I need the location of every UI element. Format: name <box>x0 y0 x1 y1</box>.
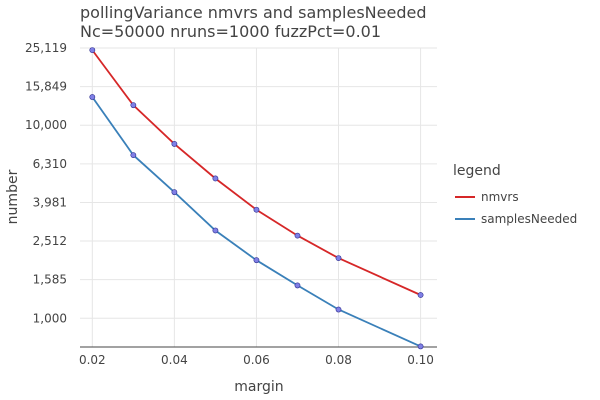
data-point-samplesNeeded <box>417 343 424 350</box>
y-axis-title: number <box>5 169 21 224</box>
data-point-samplesNeeded <box>335 306 342 313</box>
data-point-nmvrs <box>294 232 301 239</box>
data-point-samplesNeeded <box>294 282 301 289</box>
x-tick-label: 0.06 <box>243 353 270 367</box>
legend-label-nmvrs: nmvrs <box>481 190 519 204</box>
data-point-samplesNeeded <box>253 257 260 264</box>
chart-title: pollingVariance nmvrs and samplesNeeded <box>80 3 426 22</box>
data-point-nmvrs <box>212 175 219 182</box>
x-tick-label: 0.10 <box>407 353 434 367</box>
data-point-nmvrs <box>130 102 137 109</box>
tick-labels: 1,000 1,585 2,512 3,981 6,310 10,000 15,849 25,… <box>25 41 434 367</box>
x-axis-title: margin <box>234 379 283 395</box>
data-point-samplesNeeded <box>171 189 178 196</box>
legend-title: legend <box>453 163 501 179</box>
data-point-samplesNeeded <box>212 227 219 234</box>
legend-label-samplesNeeded: samplesNeeded <box>481 212 577 226</box>
grid-lines <box>80 47 437 347</box>
y-tick-label: 25,119 <box>25 41 67 55</box>
y-tick-label: 1,000 <box>33 311 67 325</box>
legend: legend nmvrs samplesNeeded <box>453 163 577 226</box>
data-point-samplesNeeded <box>89 94 96 100</box>
data-point-nmvrs <box>417 292 424 298</box>
series-line-samplesNeeded <box>91 96 421 348</box>
y-tick-label: 15,849 <box>25 80 67 94</box>
series-group <box>89 47 424 350</box>
data-point-nmvrs <box>89 47 96 53</box>
series-line-nmvrs <box>91 49 421 296</box>
data-point-nmvrs <box>171 141 178 147</box>
data-point-nmvrs <box>253 206 260 213</box>
y-tick-label: 3,981 <box>33 195 67 209</box>
x-tick-label: 0.04 <box>161 353 188 367</box>
x-tick-label: 0.08 <box>325 353 352 367</box>
data-point-nmvrs <box>335 255 342 261</box>
data-point-samplesNeeded <box>130 152 137 159</box>
chart-subtitle: Nc=50000 nruns=1000 fuzzPct=0.01 <box>80 22 381 41</box>
x-tick-label: 0.02 <box>79 353 106 367</box>
y-tick-label: 2,512 <box>33 234 67 248</box>
y-tick-label: 6,310 <box>33 157 67 171</box>
y-tick-label: 10,000 <box>25 118 67 132</box>
y-tick-label: 1,585 <box>33 273 67 287</box>
